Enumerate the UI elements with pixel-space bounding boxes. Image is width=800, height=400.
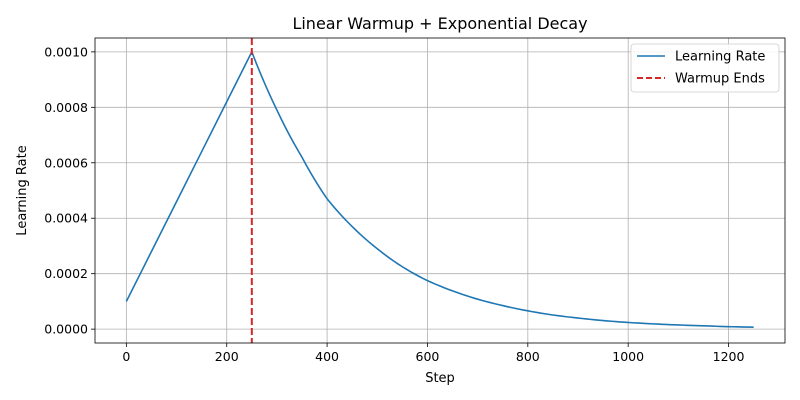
y-tick-label: 0.0004 xyxy=(44,211,88,226)
series-layer xyxy=(125,38,754,343)
ticks: 0 200 400 600 800 1000 1200 0.0000 0.0002 0.0004 0… xyxy=(44,44,744,364)
x-tick-label: 1200 xyxy=(713,349,745,364)
y-tick-label: 0.0002 xyxy=(44,266,88,281)
plot-frame xyxy=(94,37,786,344)
legend-label: Warmup Ends xyxy=(675,72,765,87)
legend-label: Learning Rate xyxy=(675,50,765,65)
grid xyxy=(95,38,785,343)
legend-box xyxy=(630,43,780,93)
x-axis-label: Step xyxy=(425,371,455,386)
x-tick-label: 0 xyxy=(122,349,130,364)
chart-title: Linear Warmup + Exponential Decay xyxy=(292,14,587,33)
learning-rate-line xyxy=(125,49,754,328)
x-tick-label: 200 xyxy=(215,349,239,364)
x-tick-label: 400 xyxy=(315,349,339,364)
y-axis-label: Learning Rate xyxy=(15,145,30,235)
y-tick-label: 0.0000 xyxy=(44,322,88,337)
legend: Learning Rate Warmup Ends xyxy=(630,43,780,93)
y-tick-label: 0.0010 xyxy=(44,44,88,59)
y-tick-label: 0.0006 xyxy=(44,155,88,170)
x-tick-label: 800 xyxy=(516,349,540,364)
y-tick-label: 0.0008 xyxy=(44,100,88,115)
x-tick-label: 600 xyxy=(416,349,440,364)
x-tick-label: 1000 xyxy=(612,349,644,364)
